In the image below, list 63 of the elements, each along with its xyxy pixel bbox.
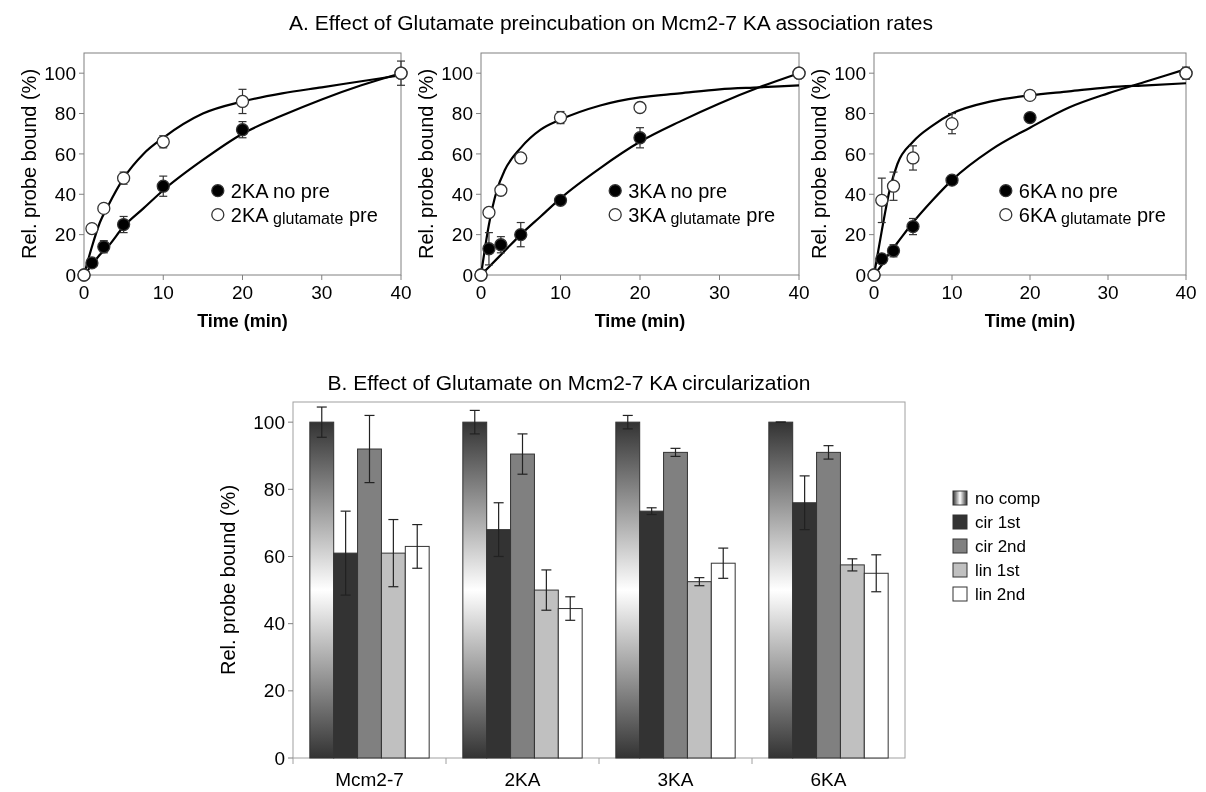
x-tick-label: 10 [941, 282, 963, 303]
legend-label: no comp [975, 488, 1041, 508]
chart-title: B. Effect of Glutamate on Mcm2-7 KA circularization [327, 371, 811, 394]
x-tick-label: 0 [868, 282, 880, 303]
x-tick-label: 10 [549, 282, 572, 303]
x-tick-label: 20 [231, 282, 254, 303]
y-axis-title: Rel. probe bound (%) [415, 68, 437, 260]
x-tick-label: 10 [152, 282, 174, 303]
x-tick-label: 30 [708, 282, 731, 303]
y-axis-title: Rel. probe bound (%) [18, 68, 40, 260]
y-tick-label: 60 [451, 143, 473, 165]
y-tick-label: 100 [834, 62, 866, 84]
y-tick-label: 20 [263, 680, 285, 702]
y-axis-title: Rel. probe bound (%) [217, 484, 239, 676]
x-axis-title: Time (min) [197, 311, 288, 331]
y-tick-label: 80 [844, 103, 866, 125]
y-tick-label: 0 [855, 264, 866, 286]
x-tick-label: 40 [390, 282, 412, 303]
y-tick-label: 20 [451, 224, 473, 246]
y-tick-label: 20 [844, 224, 866, 246]
y-tick-label: 100 [253, 411, 285, 433]
legend-label: cir 2nd [975, 536, 1027, 556]
y-tick-label: 60 [54, 143, 76, 165]
y-tick-label: 40 [451, 183, 473, 205]
x-tick-label: 40 [788, 282, 810, 303]
legend-label: lin 2nd [975, 584, 1026, 604]
y-tick-label: 100 [44, 62, 76, 84]
x-axis-title: Time (min) [984, 311, 1076, 331]
x-tick-label: 30 [1097, 282, 1119, 303]
x-tick-label: Mcm2-7 [335, 769, 404, 790]
y-tick-label: 20 [54, 224, 76, 246]
y-tick-label: 60 [263, 546, 285, 568]
x-tick-label: 3KA [657, 769, 694, 790]
y-tick-label: 80 [54, 103, 76, 125]
legend-label: 6KA $_{glutamate}$ pre [1018, 203, 1166, 227]
y-axis-title: Rel. probe bound (%) [808, 68, 830, 260]
y-tick-label: 80 [263, 478, 285, 500]
legend-label: 3KA no pre [628, 179, 728, 202]
y-tick-label: 0 [462, 264, 473, 286]
y-tick-label: 100 [441, 62, 473, 84]
legend-label: cir 1st [975, 512, 1021, 532]
x-tick-label: 40 [1175, 282, 1197, 303]
legend-label: 6KA no pre [1018, 179, 1118, 202]
y-tick-label: 0 [274, 747, 285, 769]
y-tick-label: 40 [844, 183, 866, 205]
x-tick-label: 20 [629, 282, 651, 303]
text: A. Effect of Glutamate preincubation on Mcm2-7 KA association rates [289, 11, 933, 34]
y-tick-label: 40 [263, 613, 285, 635]
x-axis-title: Time (min) [594, 311, 686, 331]
y-tick-label: 80 [451, 103, 473, 125]
x-tick-label: 20 [1019, 282, 1041, 303]
x-tick-label: 30 [311, 282, 333, 303]
legend-label: 3KA $_{glutamate}$ pre [628, 203, 776, 227]
x-tick-label: 0 [78, 282, 90, 303]
legend-label: lin 1st [975, 560, 1020, 580]
legend-label: 2KA $_{glutamate}$ pre [230, 203, 378, 227]
y-tick-label: 40 [54, 183, 76, 205]
x-tick-label: 6KA [810, 769, 847, 790]
x-tick-label: 0 [475, 282, 487, 303]
legend-label: 2KA no pre [230, 179, 330, 202]
x-tick-label: 2KA [504, 769, 541, 790]
y-tick-label: 60 [844, 143, 866, 165]
y-tick-label: 0 [65, 264, 76, 286]
